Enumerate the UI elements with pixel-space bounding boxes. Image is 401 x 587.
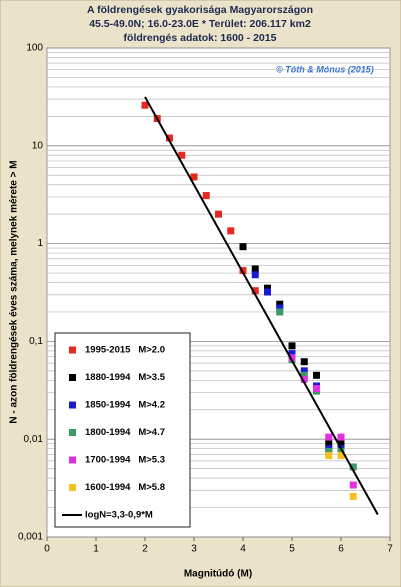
point xyxy=(276,308,284,316)
x-axis-label: Magnitúdó (M) xyxy=(184,569,252,580)
x-tick-label: 7 xyxy=(387,544,393,555)
y-tick-label: 0,001 xyxy=(18,532,43,543)
legend-label: logN=3,3-0,9*M xyxy=(85,510,153,521)
legend-marker xyxy=(69,429,76,436)
chart-subtitle: 45.5-49.0N; 16.0-23.0E * Terület: 206.11… xyxy=(89,18,311,30)
point xyxy=(325,440,333,448)
point xyxy=(349,492,357,500)
legend-label: 1880-1994 M>3.5 xyxy=(85,372,166,383)
x-tick-label: 0 xyxy=(44,544,50,555)
point xyxy=(251,265,259,273)
point xyxy=(349,481,357,489)
legend-marker xyxy=(69,374,76,381)
legend-marker xyxy=(69,484,76,491)
point xyxy=(337,447,345,455)
point xyxy=(190,173,198,181)
chart-title: A földrengések gyakorisága Magyarországo… xyxy=(87,4,313,16)
point xyxy=(239,243,247,251)
point xyxy=(288,342,296,350)
point xyxy=(325,447,333,455)
point xyxy=(300,375,308,383)
legend-label: 1850-1994 M>4.2 xyxy=(85,400,165,411)
legend-marker xyxy=(69,401,76,409)
point xyxy=(300,367,308,375)
legend-label: 1600-1994 M>5.8 xyxy=(85,482,165,493)
point xyxy=(325,452,333,460)
chart-subtitle: földrengés adatok: 1600 - 2015 xyxy=(124,32,277,44)
point xyxy=(215,210,222,218)
point xyxy=(178,151,186,159)
point xyxy=(288,354,296,362)
point xyxy=(337,433,345,441)
y-tick-label: 0,1 xyxy=(29,336,43,347)
y-tick-label: 100 xyxy=(26,43,43,54)
point xyxy=(337,440,345,448)
point xyxy=(141,101,149,109)
point xyxy=(166,134,173,142)
point xyxy=(300,358,308,366)
legend-marker xyxy=(69,346,76,354)
legend-label: 1800-1994 M>4.7 xyxy=(85,427,165,438)
point xyxy=(313,371,320,379)
point xyxy=(313,384,320,392)
x-tick-label: 5 xyxy=(289,544,295,555)
y-tick-label: 1 xyxy=(37,238,43,249)
point xyxy=(202,192,210,200)
point xyxy=(264,284,271,292)
point xyxy=(337,452,345,460)
point xyxy=(288,350,296,358)
fit-line xyxy=(144,96,379,515)
legend-box xyxy=(54,332,191,528)
point xyxy=(227,227,235,235)
x-tick-label: 1 xyxy=(93,544,99,555)
point xyxy=(276,304,284,312)
point xyxy=(349,463,357,471)
legend-label: 1995-2015 M>2.0 xyxy=(85,345,165,356)
x-tick-label: 6 xyxy=(338,544,344,555)
x-tick-label: 4 xyxy=(240,544,246,555)
x-tick-label: 3 xyxy=(191,544,197,555)
point xyxy=(276,300,284,308)
point xyxy=(264,288,271,296)
point xyxy=(300,371,308,379)
point xyxy=(251,287,259,295)
point xyxy=(325,433,333,441)
y-tick-label: 0,01 xyxy=(24,434,44,445)
legend-marker xyxy=(69,456,76,464)
point xyxy=(239,267,247,275)
y-axis-label: N - azon földrengések éves száma, melyne… xyxy=(9,160,20,423)
y-tick-label: 10 xyxy=(32,140,44,151)
legend-label: 1700-1994 M>5.3 xyxy=(85,455,165,466)
x-tick-label: 2 xyxy=(142,544,148,555)
point xyxy=(251,271,259,279)
